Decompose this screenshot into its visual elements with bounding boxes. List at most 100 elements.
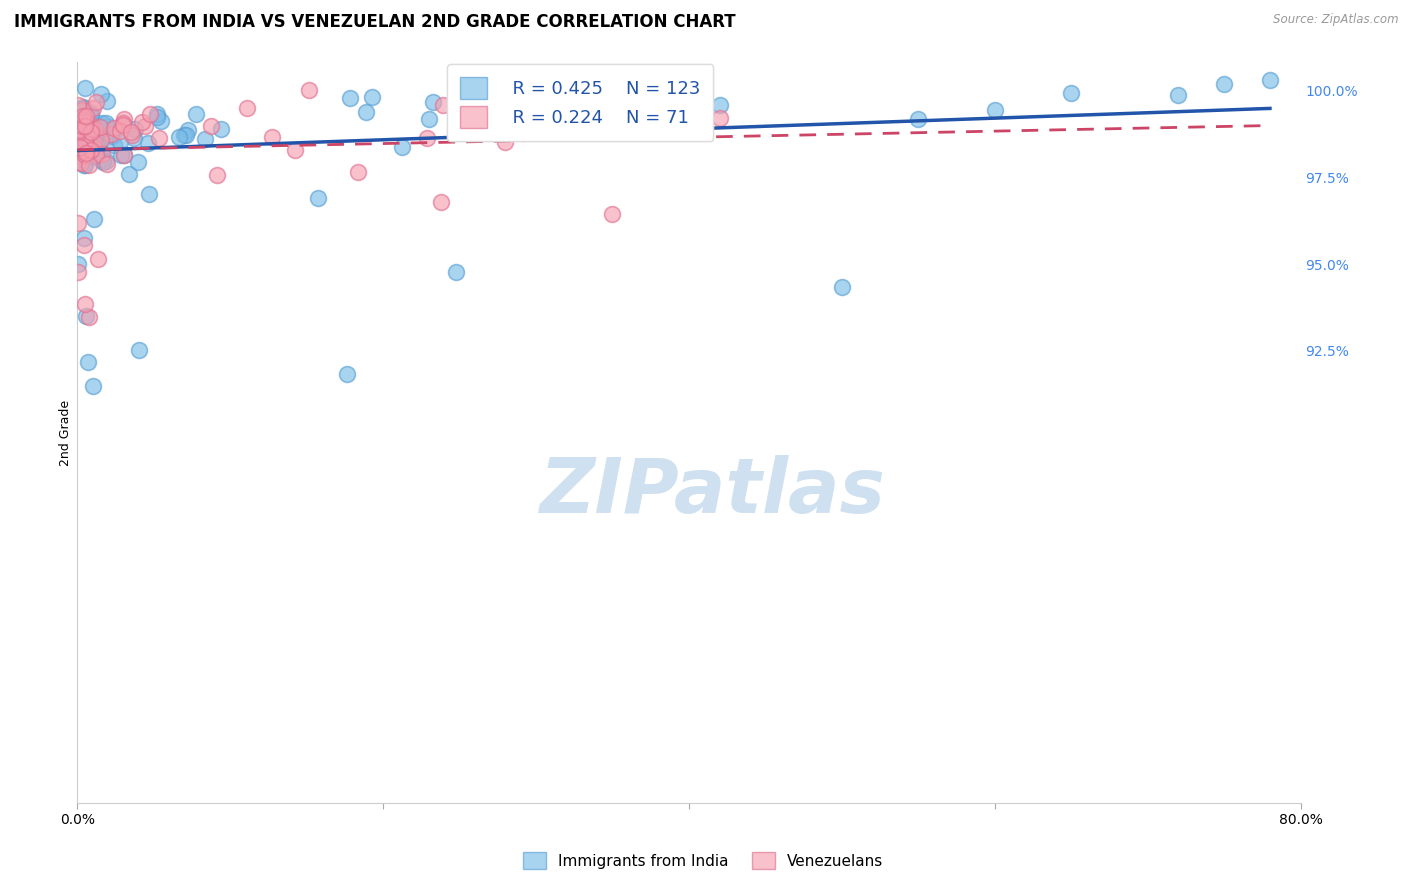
- Point: [75, 126, 97, 140]
- Point: [67, 216, 90, 230]
- Point: [73, 119, 96, 133]
- Point: [72, 100, 94, 114]
- Point: [70, 156, 93, 170]
- Text: ZIPatlas: ZIPatlas: [540, 455, 886, 529]
- Point: [80, 143, 103, 157]
- Point: [339, 91, 361, 105]
- Point: [75, 132, 97, 146]
- Point: [89, 145, 111, 159]
- Point: [76, 355, 98, 369]
- Point: [67, 121, 90, 136]
- Point: [138, 187, 160, 202]
- Point: [70, 128, 93, 142]
- Point: [75, 111, 97, 125]
- Point: [82, 118, 104, 132]
- Point: [647, 110, 669, 124]
- Point: [131, 115, 153, 129]
- Point: [90, 153, 112, 167]
- Point: [200, 120, 222, 134]
- Point: [90, 133, 112, 147]
- Point: [67, 152, 90, 166]
- Point: [80, 141, 103, 155]
- Point: [69, 140, 91, 154]
- Point: [80, 125, 103, 139]
- Point: [77, 113, 100, 128]
- Point: [66, 257, 89, 271]
- Point: [709, 98, 731, 112]
- Point: [72, 114, 94, 128]
- Point: [82, 379, 104, 393]
- Point: [70, 103, 93, 118]
- Point: [128, 343, 150, 357]
- Point: [82, 136, 104, 150]
- Point: [82, 139, 104, 153]
- Point: [146, 110, 169, 124]
- Point: [177, 122, 200, 136]
- Point: [432, 98, 454, 112]
- Point: [75, 309, 97, 323]
- Point: [80, 108, 103, 122]
- Point: [75, 145, 97, 160]
- Point: [79, 123, 101, 137]
- Point: [508, 95, 530, 110]
- Point: [84, 95, 107, 110]
- Point: [75, 109, 97, 123]
- Point: [67, 124, 90, 138]
- Point: [444, 265, 467, 279]
- Point: [148, 130, 170, 145]
- Point: [79, 108, 101, 122]
- Point: [79, 158, 101, 172]
- Point: [72, 109, 94, 123]
- Point: [76, 131, 98, 145]
- Point: [94, 116, 117, 130]
- Point: [149, 113, 172, 128]
- Point: [173, 128, 195, 142]
- Point: [112, 112, 135, 126]
- Point: [70, 115, 93, 129]
- Point: [66, 149, 89, 163]
- Point: [96, 153, 118, 168]
- Point: [70, 145, 93, 160]
- Point: [77, 310, 100, 324]
- Point: [86, 136, 108, 151]
- Point: [87, 139, 110, 153]
- Point: [69, 102, 91, 116]
- Point: [124, 122, 146, 136]
- Point: [73, 230, 96, 244]
- Point: [67, 152, 90, 166]
- Point: [429, 195, 451, 210]
- Point: [96, 94, 118, 108]
- Point: [73, 150, 96, 164]
- Point: [523, 113, 546, 128]
- Legend: Immigrants from India, Venezuelans: Immigrants from India, Venezuelans: [517, 846, 889, 875]
- Point: [87, 252, 110, 267]
- Point: [112, 148, 135, 162]
- Point: [91, 155, 114, 169]
- Point: [167, 130, 190, 145]
- Point: [73, 158, 96, 172]
- Point: [82, 120, 104, 134]
- Point: [907, 112, 929, 127]
- Point: [418, 112, 440, 126]
- Point: [75, 134, 97, 148]
- Legend:   R = 0.425    N = 123,   R = 0.224    N = 71: R = 0.425 N = 123, R = 0.224 N = 71: [447, 64, 713, 141]
- Point: [1258, 72, 1281, 87]
- Point: [361, 90, 384, 104]
- Point: [236, 101, 259, 115]
- Point: [90, 116, 112, 130]
- Point: [516, 105, 538, 120]
- Point: [118, 167, 141, 181]
- Point: [72, 145, 94, 159]
- Point: [73, 135, 96, 149]
- Point: [73, 135, 96, 149]
- Point: [67, 112, 90, 126]
- Point: [70, 139, 93, 153]
- Point: [83, 212, 105, 227]
- Point: [70, 149, 93, 163]
- Point: [69, 151, 91, 165]
- Point: [146, 107, 169, 121]
- Point: [80, 122, 103, 136]
- Point: [73, 101, 96, 115]
- Point: [96, 157, 118, 171]
- Point: [1060, 86, 1083, 100]
